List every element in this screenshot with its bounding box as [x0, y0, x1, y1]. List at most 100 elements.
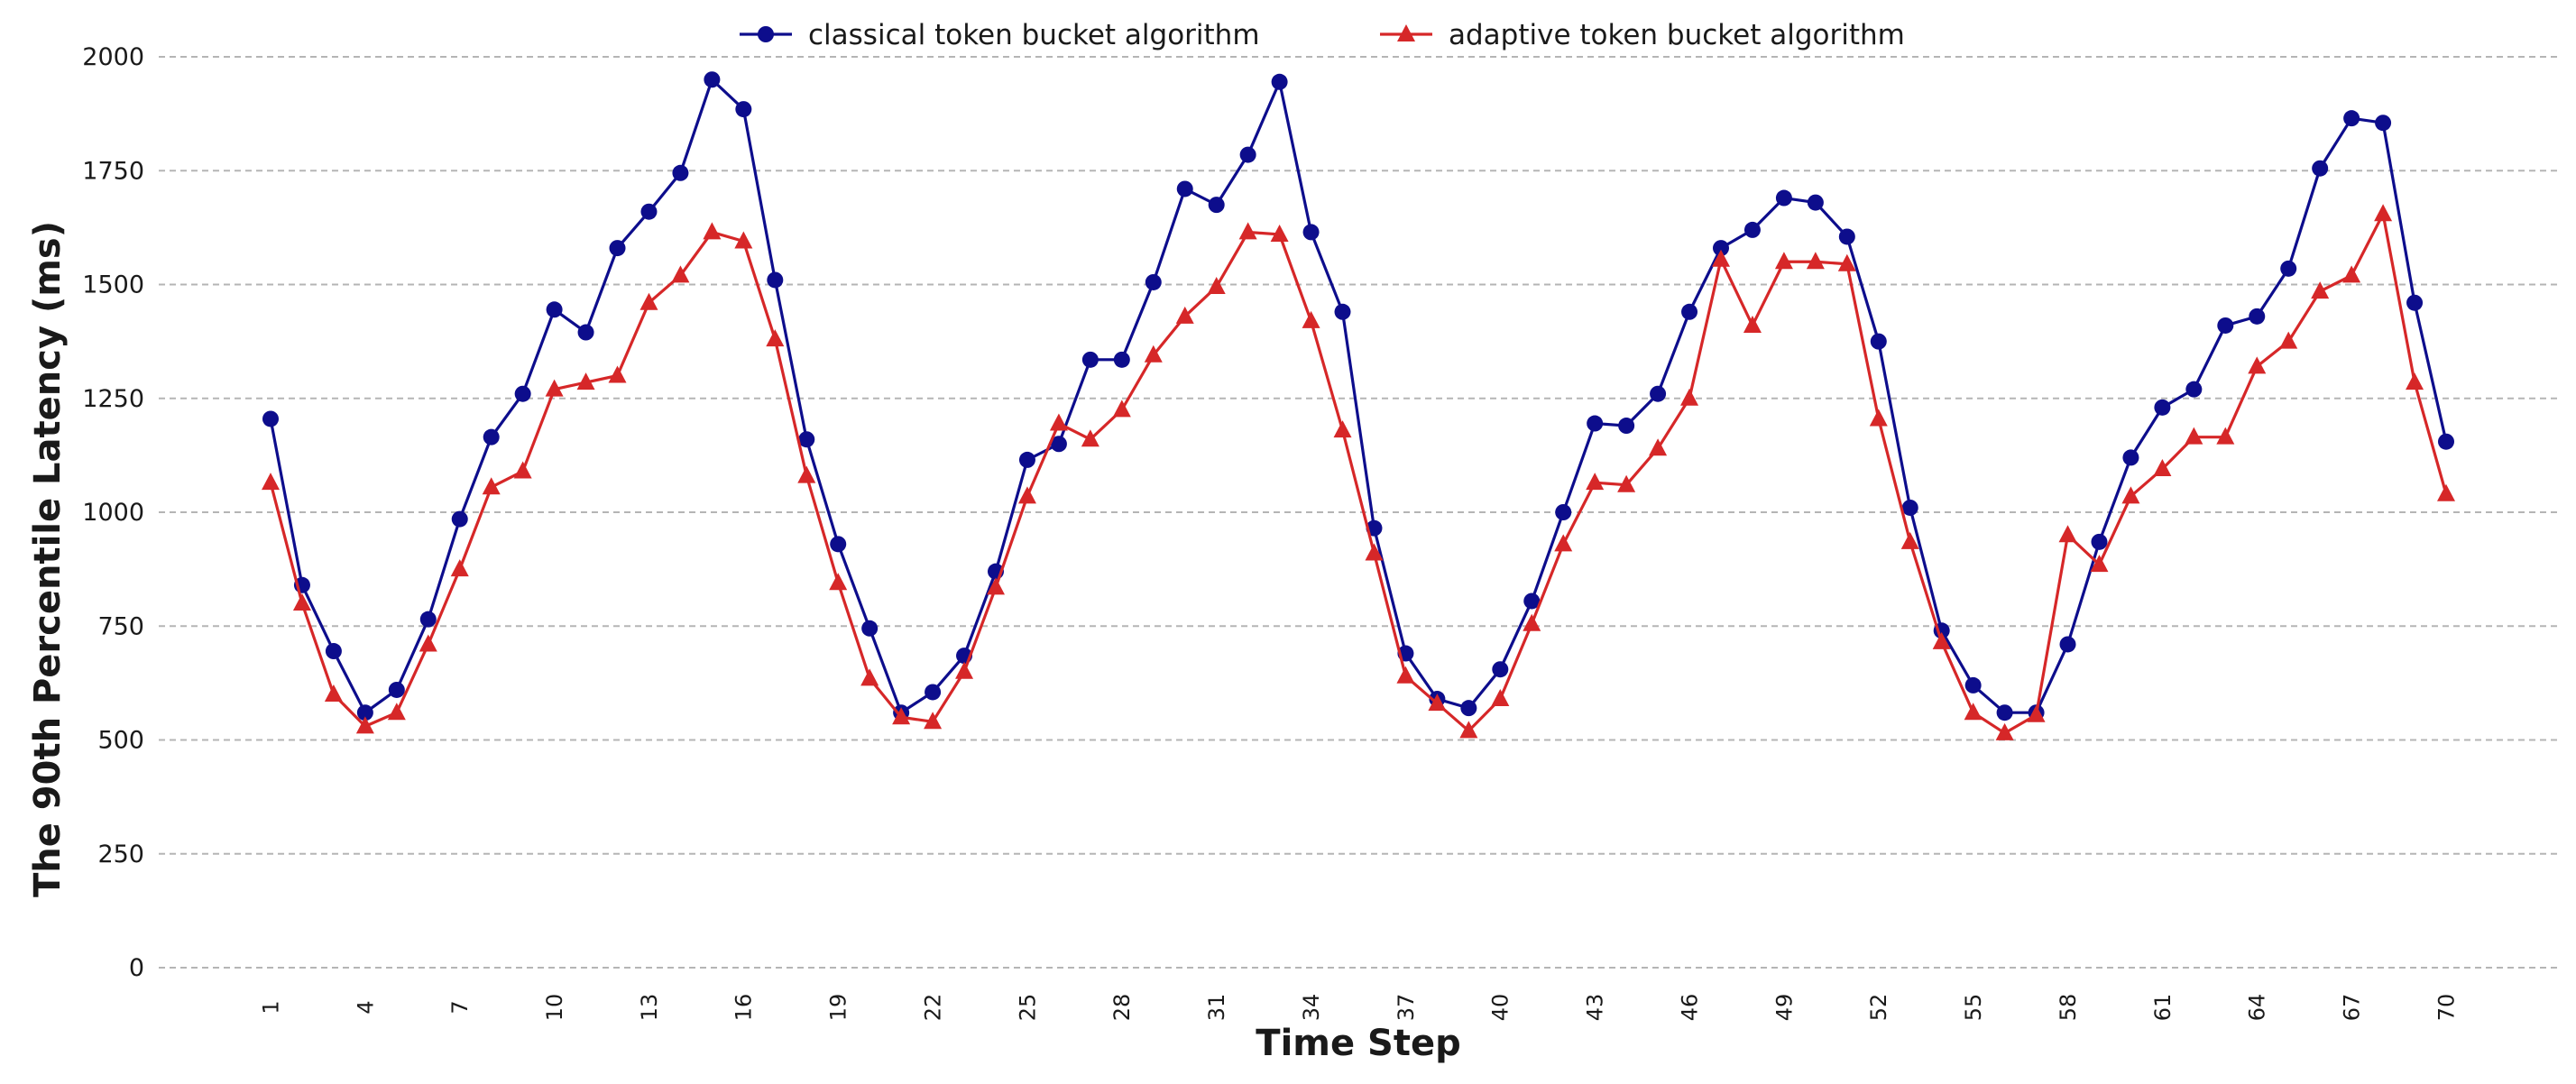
x-tick-label: 28 — [1109, 994, 1135, 1022]
x-tick-label: 22 — [920, 994, 945, 1022]
data-point — [925, 684, 942, 701]
data-point — [1995, 722, 2014, 740]
data-point — [1996, 704, 2013, 721]
data-point — [829, 573, 848, 591]
data-point — [1271, 73, 1288, 90]
data-point — [2437, 483, 2455, 501]
data-point — [1208, 197, 1225, 214]
data-point — [1050, 436, 1067, 453]
x-axis-ticks: 1 4 7 10 13 16 19 22 25 28 31 34 37 40 43 46 49 52 55 58 61 6… — [258, 994, 2459, 1022]
legend-item: adaptive token bucket algorithm — [1380, 19, 1905, 51]
data-point — [609, 240, 626, 257]
data-point — [2122, 449, 2139, 466]
data-point — [1869, 409, 1888, 427]
data-point — [1017, 486, 1036, 504]
legend-label: classical token bucket algorithm — [808, 19, 1260, 51]
x-tick-label: 67 — [2340, 994, 2365, 1022]
data-point — [1491, 689, 1510, 707]
data-point — [2058, 525, 2077, 543]
y-tick-label: 0 — [129, 954, 144, 982]
data-point — [640, 203, 658, 220]
data-point — [2406, 294, 2424, 311]
data-point — [861, 620, 879, 637]
data-point — [1238, 222, 1257, 240]
data-point — [2280, 260, 2297, 277]
y-axis-label: The 90th Percentile Latency (ms) — [27, 221, 69, 897]
data-point — [797, 465, 816, 483]
data-point — [639, 292, 658, 310]
data-point — [356, 704, 373, 721]
data-point — [735, 101, 752, 118]
data-point — [324, 684, 343, 702]
x-tick-label: 46 — [1677, 994, 1702, 1022]
data-point — [1681, 303, 1698, 320]
series-2 — [262, 204, 2455, 740]
y-axis-ticks: 0 250 500 750 1000 1250 1500 1750 2000 — [82, 43, 144, 982]
data-point — [2090, 555, 2109, 573]
x-tick-label: 52 — [1866, 994, 1891, 1022]
x-tick-label: 58 — [2056, 994, 2081, 1022]
data-point — [1459, 721, 1478, 739]
data-point — [1460, 700, 1477, 717]
data-point — [1555, 504, 1572, 520]
data-point — [1964, 703, 1983, 721]
data-point — [1554, 534, 1573, 552]
legend: classical token bucket algorithm adaptive… — [740, 19, 1905, 51]
data-point — [2279, 331, 2298, 349]
data-point — [1113, 351, 1130, 368]
y-tick-label: 1000 — [82, 499, 144, 527]
data-point — [1270, 224, 1289, 242]
data-point — [1428, 694, 1447, 712]
data-point — [2216, 427, 2235, 445]
data-point — [292, 593, 311, 611]
data-point — [2343, 110, 2360, 127]
x-tick-label: 70 — [2433, 994, 2459, 1022]
data-point — [1712, 249, 1730, 267]
data-point — [514, 385, 531, 402]
data-point — [1900, 531, 1919, 549]
data-point — [2311, 281, 2330, 299]
data-point — [892, 707, 911, 725]
data-point — [483, 428, 500, 446]
data-point — [1649, 438, 1668, 456]
data-point — [1207, 277, 1226, 295]
data-point — [2312, 160, 2329, 177]
data-point — [766, 329, 785, 347]
data-point — [1081, 351, 1099, 368]
data-point — [451, 510, 468, 528]
data-point — [924, 712, 943, 730]
data-point — [2375, 115, 2392, 132]
x-tick-label: 31 — [1204, 994, 1229, 1022]
data-point — [325, 643, 342, 660]
data-point — [1176, 180, 1193, 198]
data-point — [513, 461, 532, 479]
data-point — [1018, 451, 1035, 468]
x-tick-label: 1 — [258, 1000, 283, 1014]
data-point — [1586, 473, 1605, 491]
data-point — [1743, 221, 1761, 238]
data-point — [1650, 385, 1667, 402]
data-point — [1806, 252, 1825, 270]
x-tick-label: 49 — [1771, 994, 1797, 1022]
x-tick-label: 25 — [1015, 994, 1040, 1022]
data-point — [2185, 381, 2203, 398]
data-point — [1870, 333, 1887, 350]
data-point — [1396, 666, 1415, 684]
data-point — [577, 324, 594, 341]
x-tick-label: 55 — [1961, 994, 1986, 1022]
data-point — [704, 71, 721, 88]
data-point — [2248, 356, 2267, 374]
data-point — [482, 477, 501, 495]
x-tick-label: 19 — [826, 994, 851, 1022]
y-tick-label: 500 — [97, 727, 144, 755]
data-point — [1617, 474, 1636, 492]
x-tick-label: 13 — [637, 994, 662, 1022]
series-line — [269, 78, 2448, 714]
data-point — [355, 716, 374, 734]
data-point — [2091, 533, 2108, 550]
data-point — [671, 265, 690, 283]
data-point — [1523, 593, 1541, 610]
data-point — [1112, 400, 1131, 418]
data-point — [860, 668, 879, 686]
